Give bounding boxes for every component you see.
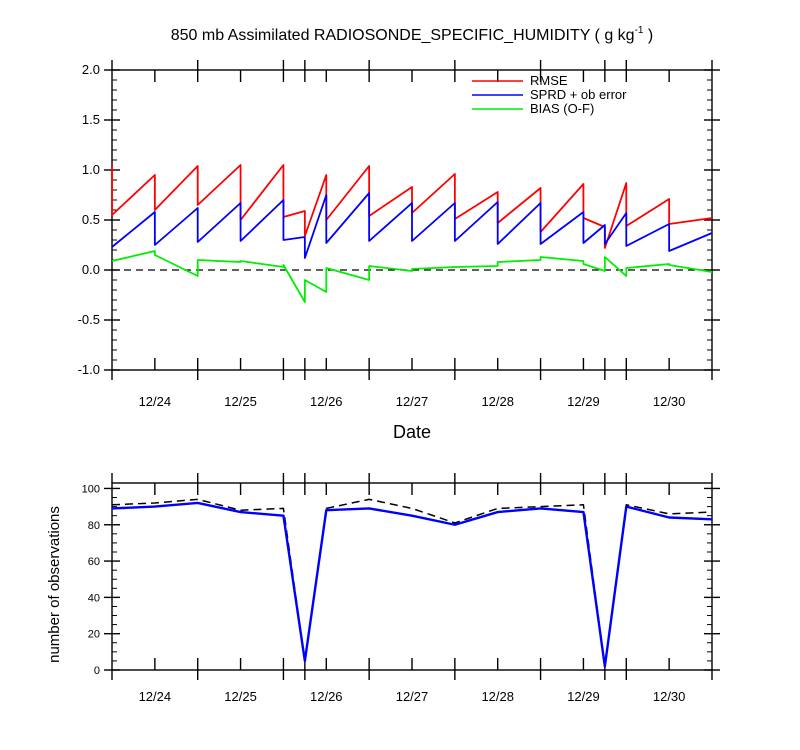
top-panel: 12/24 12/25 12/26 12/27 12/28 12/29 12/30 -1.0 -…: [78, 60, 720, 442]
y-tick-label: 0: [94, 665, 100, 677]
chart-title: 850 mb Assimilated RADIOSONDE_SPECIFIC_H…: [171, 25, 654, 44]
y-tick-label: 100: [82, 483, 100, 495]
x-tick-label: 12/28: [481, 689, 514, 704]
y-tick-label: -0.5: [78, 312, 100, 327]
y-tick-label: 2.0: [82, 62, 100, 77]
legend-label-rmse: RMSE: [530, 73, 568, 88]
y-tick-label: 40: [88, 592, 100, 604]
x-tick-label: 12/29: [567, 689, 600, 704]
x-axis-title: Date: [393, 422, 431, 442]
plot-frame: [111, 482, 713, 671]
chart-title-close: ): [643, 27, 653, 44]
y-tick-label: 60: [88, 556, 100, 568]
series-line-sprd-ob-error: [111, 192, 713, 259]
x-tick-label: 12/25: [224, 689, 257, 704]
series-line-possible-observations: [111, 498, 713, 668]
x-tick-label: 12/30: [653, 394, 686, 409]
x-tick-label: 12/25: [224, 394, 257, 409]
x-tick-label: 12/24: [139, 394, 172, 409]
y-tick-label: 80: [88, 520, 100, 532]
chart-title-superscript: -1: [635, 25, 644, 36]
series-line-bias-o-f: [111, 250, 713, 303]
y-tick-label: 1.0: [82, 162, 100, 177]
x-tick-label: 12/26: [310, 689, 343, 704]
legend-label-bias-o-f: BIAS (O-F): [530, 101, 594, 116]
y-tick-label: 20: [88, 629, 100, 641]
y-tick-label: -1.0: [78, 362, 100, 377]
series-line-assimilated-observations: [111, 501, 713, 668]
y-axis-title: number of observations: [46, 506, 63, 663]
legend-label-sprd-ob-error: SPRD + ob error: [530, 87, 627, 102]
x-tick-label: 12/28: [481, 394, 514, 409]
y-tick-label: 0.5: [82, 212, 100, 227]
x-tick-label: 12/27: [396, 689, 429, 704]
x-tick-label: 12/27: [396, 394, 429, 409]
chart-title-main: 850 mb Assimilated RADIOSONDE_SPECIFIC_H…: [171, 27, 635, 44]
x-tick-label: 12/29: [567, 394, 600, 409]
bottom-panel: 12/24 12/25 12/26 12/27 12/28 12/29 12/30 0 20 40…: [46, 473, 720, 704]
x-tick-label: 12/24: [139, 689, 172, 704]
x-tick-label: 12/26: [310, 394, 343, 409]
y-tick-label: 0.0: [82, 262, 100, 277]
x-tick-label: 12/30: [653, 689, 686, 704]
y-tick-label: 1.5: [82, 112, 100, 127]
